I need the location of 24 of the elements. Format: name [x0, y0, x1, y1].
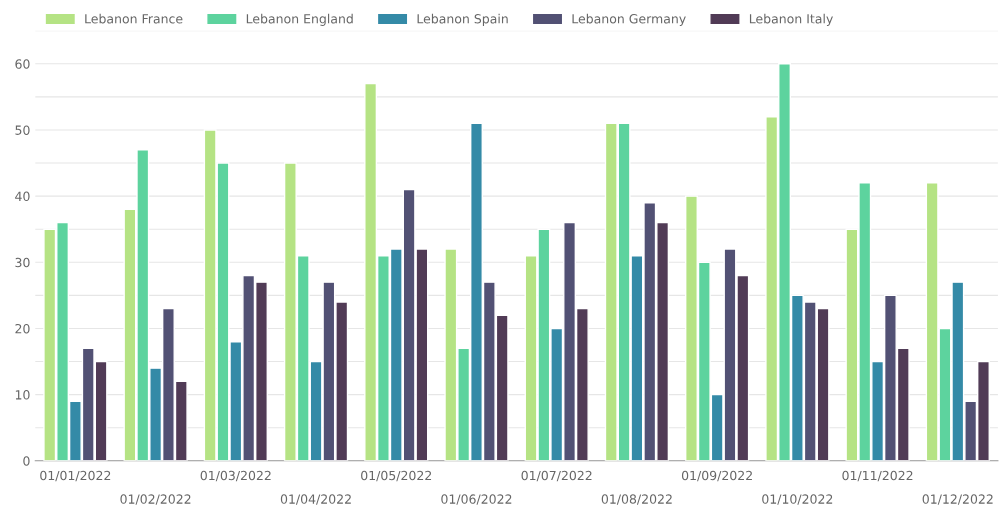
y-tick-label: 30	[15, 257, 30, 268]
x-tick-label: 01/11/2022	[842, 470, 913, 482]
y-tick-label: 0	[23, 456, 30, 466]
x-tick-label: 01/12/2022	[922, 494, 993, 505]
x-tick-label: 01/08/2022	[601, 494, 672, 505]
y-tick-label: 50	[15, 125, 30, 135]
legend-label: Lebanon Germany	[572, 13, 686, 26]
legend-label: Lebanon England	[246, 13, 353, 26]
x-tick-label: 01/10/2022	[762, 494, 833, 505]
y-tick-label: 20	[15, 323, 30, 334]
x-tick-label: 01/05/2022	[361, 470, 432, 482]
legend-label: Lebanon France	[85, 13, 183, 24]
legend-label: Lebanon Spain	[417, 13, 508, 26]
x-tick-label: 01/04/2022	[280, 494, 351, 505]
y-tick-label: 10	[15, 390, 30, 400]
y-tick-label: 60	[15, 59, 30, 69]
legend-label: Lebanon Italy	[749, 13, 833, 26]
x-tick-label: 01/01/2022	[40, 470, 111, 482]
x-tick-label: 01/02/2022	[120, 494, 191, 505]
x-tick-label: 01/07/2022	[521, 470, 592, 482]
x-tick-label: 01/09/2022	[681, 470, 752, 482]
y-tick-label: 40	[15, 191, 30, 202]
x-tick-label: 01/03/2022	[200, 470, 271, 482]
x-tick-label: 01/06/2022	[441, 494, 512, 505]
